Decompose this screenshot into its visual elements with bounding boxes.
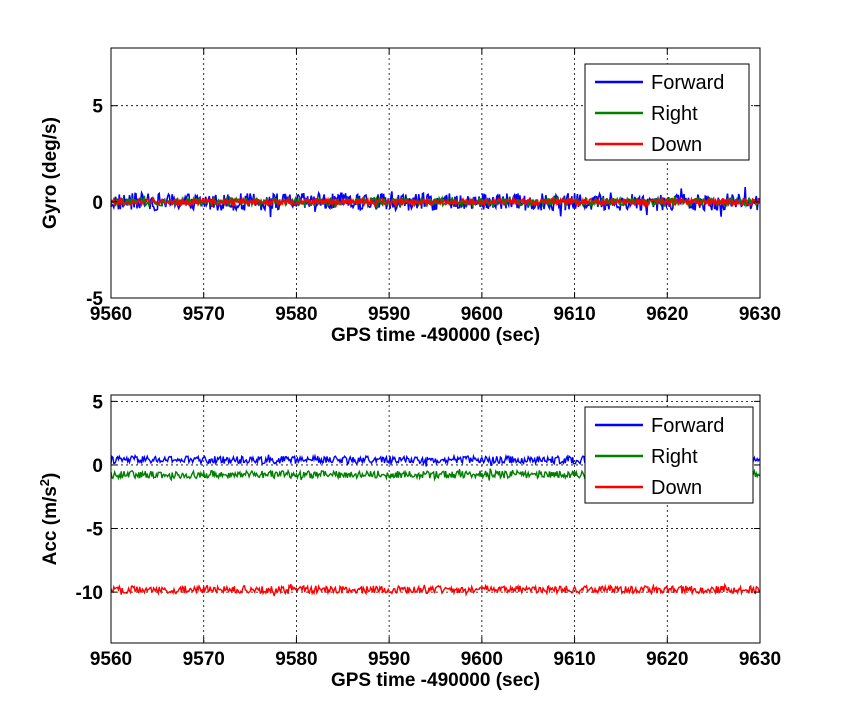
y-axis-label: Acc (m/s2)	[37, 473, 62, 566]
y-tick-label: -5	[86, 289, 103, 310]
x-tick-label: 9570	[183, 304, 225, 325]
y-axis-label: Gyro (deg/s)	[40, 117, 61, 229]
legend-label-forward: Forward	[651, 415, 724, 437]
x-tick-label: 9630	[739, 304, 781, 325]
y-tick-label: -5	[86, 520, 103, 541]
y-tick-label: 5	[92, 97, 103, 118]
x-axis-label: GPS time -490000 (sec)	[331, 325, 540, 346]
x-axis-label: GPS time -490000 (sec)	[331, 670, 540, 691]
axes-frame	[110, 394, 761, 644]
legend-label-down: Down	[651, 134, 702, 156]
x-tick-label: 9590	[368, 649, 410, 670]
acc-panel: 9560 9570 9580 9590 9600 9610 9620 9630 -10 -5 0 5 G…	[37, 392, 782, 691]
legend-label-down: Down	[651, 477, 702, 499]
x-tick-label: 9590	[368, 304, 410, 325]
x-tick-label: 9620	[646, 649, 688, 670]
x-tick-label: 9560	[90, 649, 132, 670]
y-tick-label: -10	[76, 583, 103, 604]
x-tick-label: 9630	[739, 649, 781, 670]
x-tick-label: 9580	[275, 304, 317, 325]
gyro-panel: 9560 9570 9580 9590 9600 9610 9620 9630 -5 0 5 GPS …	[40, 47, 781, 346]
legend-label-right: Right	[651, 446, 698, 468]
x-tick-label: 9580	[275, 649, 317, 670]
legend-label-right: Right	[651, 103, 698, 125]
x-tick-label: 9610	[553, 649, 595, 670]
x-tick-label: 9570	[183, 649, 225, 670]
axes-frame	[110, 47, 761, 299]
x-tick-label: 9560	[90, 304, 132, 325]
legend-label-forward: Forward	[651, 72, 724, 94]
x-tick-label: 9600	[461, 649, 503, 670]
x-tick-label: 9600	[461, 304, 503, 325]
series-line-down	[110, 582, 761, 597]
y-tick-label: 0	[92, 193, 103, 214]
series-line-down	[110, 195, 761, 209]
y-tick-label: 5	[92, 392, 103, 413]
y-tick-label: 0	[92, 456, 103, 477]
x-tick-label: 9610	[553, 304, 595, 325]
x-tick-label: 9620	[646, 304, 688, 325]
